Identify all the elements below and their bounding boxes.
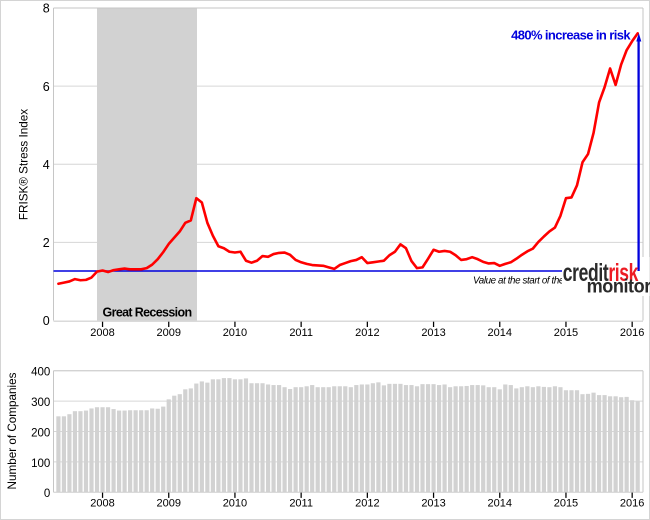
- svg-text:FRISK® Stress Index: FRISK® Stress Index: [18, 109, 31, 220]
- svg-text:4: 4: [43, 158, 50, 172]
- svg-text:2013: 2013: [421, 498, 445, 510]
- svg-text:2011: 2011: [289, 498, 313, 510]
- svg-text:2015: 2015: [554, 498, 578, 510]
- svg-text:2016: 2016: [620, 498, 644, 510]
- svg-text:Number of Companies: Number of Companies: [6, 372, 19, 489]
- svg-text:2014: 2014: [488, 498, 512, 510]
- svg-text:2010: 2010: [223, 498, 247, 510]
- svg-text:2009: 2009: [156, 498, 180, 510]
- svg-text:2012: 2012: [355, 498, 379, 510]
- svg-text:2011: 2011: [289, 327, 313, 339]
- svg-text:monitor: monitor: [587, 275, 650, 297]
- svg-text:300: 300: [31, 397, 50, 409]
- svg-text:2014: 2014: [488, 327, 512, 339]
- svg-text:2: 2: [43, 236, 50, 250]
- svg-text:2016: 2016: [620, 327, 644, 339]
- svg-text:Great Recession: Great Recession: [103, 306, 192, 320]
- svg-text:Value at the start of the peri: Value at the start of the period: [473, 275, 592, 286]
- svg-text:0: 0: [44, 488, 50, 500]
- svg-text:2012: 2012: [355, 327, 379, 339]
- svg-text:100: 100: [31, 458, 50, 470]
- svg-text:2009: 2009: [156, 327, 180, 339]
- svg-text:6: 6: [43, 80, 50, 94]
- svg-text:480% increase in risk: 480% increase in risk: [511, 28, 631, 43]
- svg-text:2015: 2015: [554, 327, 578, 339]
- svg-text:creditrisk: creditrisk: [563, 258, 639, 287]
- svg-text:8: 8: [43, 2, 50, 16]
- svg-text:0: 0: [43, 314, 50, 328]
- svg-text:2010: 2010: [223, 327, 247, 339]
- svg-text:400: 400: [31, 367, 50, 379]
- svg-text:200: 200: [31, 427, 50, 439]
- svg-text:2008: 2008: [90, 327, 114, 339]
- svg-text:2013: 2013: [421, 327, 445, 339]
- svg-text:2008: 2008: [90, 498, 114, 510]
